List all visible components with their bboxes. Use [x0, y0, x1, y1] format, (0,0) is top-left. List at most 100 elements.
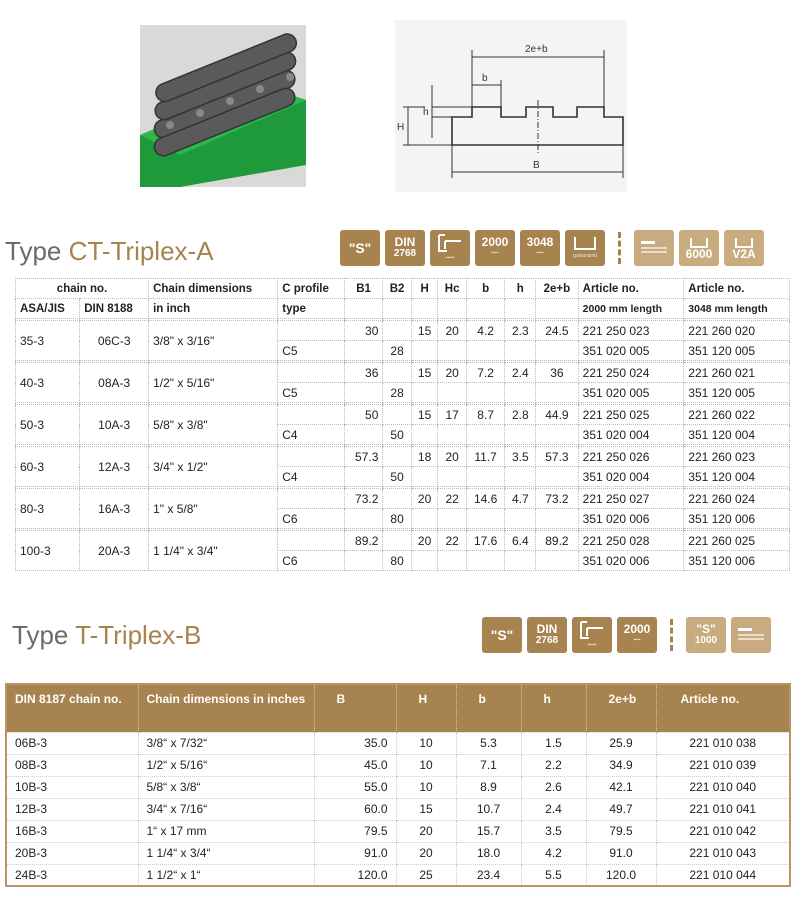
cell-art1b: 351 020 004 — [577, 466, 685, 487]
cell-B2: 50 — [382, 424, 412, 445]
header-2e-b: 2e+b — [535, 278, 579, 299]
header-b: b — [465, 278, 506, 299]
bars-icon — [731, 617, 771, 653]
table-cell: 7.1 — [456, 754, 522, 777]
cell-din: 12A-3 — [79, 446, 150, 487]
feature-icons-b: "S" DIN 2768 ▪▪▪▪▪ 2000 ▪▪▪▪ "S" 1000 — [482, 617, 771, 653]
profile-icon: ▪▪▪▪▪ — [572, 617, 612, 653]
table-cell: 120.0 — [314, 864, 397, 887]
table-cell: 60.0 — [314, 798, 397, 821]
bars-icon — [634, 230, 674, 266]
cell-e2b: 36 — [535, 362, 579, 383]
cell-Hc: 17 — [437, 404, 467, 425]
cell-dims: 1 1/4" x 3/4" — [148, 530, 279, 571]
column-header: DIN 8187 chain no. — [6, 684, 139, 712]
cell-B2: 80 — [382, 550, 412, 571]
cell-e2b: 73.2 — [535, 488, 579, 509]
feature-icon: 2000 ▪▪▪▪ — [617, 617, 657, 653]
cell-profile: C5 — [277, 382, 345, 403]
cell-Hc: 20 — [437, 320, 467, 341]
feature-icon: V2A — [724, 230, 764, 266]
header-article-2000-sub: 2000 mm length — [577, 298, 685, 319]
feature-icon: "S" — [340, 230, 380, 266]
table-cell: 10B-3 — [6, 776, 139, 799]
cell-B1: 89.2 — [343, 530, 384, 551]
cell-art1b: 351 020 005 — [577, 340, 685, 361]
header-h: h — [504, 278, 537, 299]
cell-b: 7.2 — [465, 362, 506, 383]
cell-h: 6.4 — [504, 530, 537, 551]
column-header: B — [314, 684, 397, 712]
cell-B1: 57.3 — [343, 446, 384, 467]
table-cell: 91.0 — [586, 842, 657, 865]
cell-art1a: 221 250 026 — [577, 446, 685, 467]
cell-art1a: 221 250 023 — [577, 320, 685, 341]
table-cell: 3/4“ x 7/16“ — [138, 798, 315, 821]
cell-asa: 100-3 — [14, 530, 81, 571]
cell-art2b: 351 120 006 — [683, 550, 790, 571]
table-row: 10B-3 5/8“ x 3/8“ 55.0 10 8.9 2.6 42.1 221 010 … — [6, 776, 791, 799]
cell-art2a: 221 260 024 — [683, 488, 790, 509]
table-row: 06B-3 3/8“ x 7/32“ 35.0 10 5.3 1.5 25.9 221 010… — [6, 732, 791, 755]
table-cell: 5/8“ x 3/8“ — [138, 776, 315, 799]
cell-art2a: 221 260 023 — [683, 446, 790, 467]
cell-profile: C6 — [277, 508, 345, 529]
cell-B2: 28 — [382, 340, 412, 361]
title-prefix: Type — [12, 620, 69, 650]
label-b: b — [482, 73, 488, 84]
column-header: b — [456, 684, 522, 712]
table-row: 60-3 12A-3 3/4" x 1/2" 57.3 18 20 11.7 3.5 57.3 2… — [14, 446, 790, 487]
cell-art1a: 221 250 025 — [577, 404, 685, 425]
feature-icons-a: "S" DIN 2768 ▪▪▪▪▪ 2000 ▪▪▪▪ 3048 ▪▪▪▪ galvanize… — [340, 230, 764, 266]
table-cell: 25.9 — [586, 732, 657, 755]
header-dims-unit: in inch — [148, 298, 279, 319]
cell-profile: C4 — [277, 466, 345, 487]
cell-e2b: 24.5 — [535, 320, 579, 341]
table-row: 35-3 06C-3 3/8" x 3/16" 30 15 20 4.2 2.3 24.5 221… — [14, 320, 790, 361]
table-row: 80-3 16A-3 1" x 5/8" 73.2 20 22 14.6 4.7 73.2 221… — [14, 488, 790, 529]
cell-h: 2.8 — [504, 404, 537, 425]
header-asa-jis: ASA/JIS — [14, 298, 81, 319]
cell-b: 4.2 — [465, 320, 506, 341]
profile-diagram: 2e+b b h H B — [395, 20, 627, 192]
table-cell: 15 — [396, 798, 457, 821]
cell-H: 15 — [410, 362, 439, 383]
cell-art2b: 351 120 005 — [683, 340, 790, 361]
table-row: C5 28 351 020 005 351 120 005 — [16, 340, 790, 361]
table-cell: 2.4 — [521, 798, 587, 821]
header-h-big: H — [410, 278, 439, 299]
table-cell: 20 — [396, 842, 457, 865]
t-triplex-b-table: DIN 8187 chain no. Chain dimensions in in… — [5, 683, 791, 887]
column-header: 2e+b — [586, 684, 657, 712]
header-b1: B1 — [343, 278, 384, 299]
feature-icon: "S" — [482, 617, 522, 653]
table-cell: 8.9 — [456, 776, 522, 799]
table-row: C5 28 351 020 005 351 120 005 — [16, 382, 790, 403]
cell-b: 8.7 — [465, 404, 506, 425]
cell-din: 08A-3 — [79, 362, 150, 403]
label-H: H — [397, 122, 404, 133]
table-cell: 221 010 039 — [656, 754, 791, 777]
separator — [618, 232, 621, 264]
cell-asa: 35-3 — [14, 320, 81, 361]
cell-asa: 40-3 — [14, 362, 81, 403]
cell-b: 17.6 — [465, 530, 506, 551]
table-cell: 221 010 043 — [656, 842, 791, 865]
table-cell: 5.5 — [521, 864, 587, 887]
galvanized-icon: galvanized — [565, 230, 605, 266]
cell-art1b: 351 020 006 — [577, 550, 685, 571]
header-din-8188: DIN 8188 — [79, 298, 150, 319]
header-b2: B2 — [382, 278, 412, 299]
cell-h: 2.4 — [504, 362, 537, 383]
header-article-3048-sub: 3048 mm length — [683, 298, 790, 319]
column-header: H — [396, 684, 457, 712]
label-2e-b: 2e+b — [525, 44, 548, 55]
ct-triplex-a-table: chain no. Chain dimensions C profile B1 … — [14, 278, 790, 571]
table-cell: 12B-3 — [6, 798, 139, 821]
cell-H: 20 — [410, 530, 439, 551]
cell-art2a: 221 260 021 — [683, 362, 790, 383]
cell-profile: C4 — [277, 424, 345, 445]
table-cell: 34.9 — [586, 754, 657, 777]
header-article-2000: Article no. — [577, 278, 685, 299]
feature-icon: DIN 2768 — [527, 617, 567, 653]
